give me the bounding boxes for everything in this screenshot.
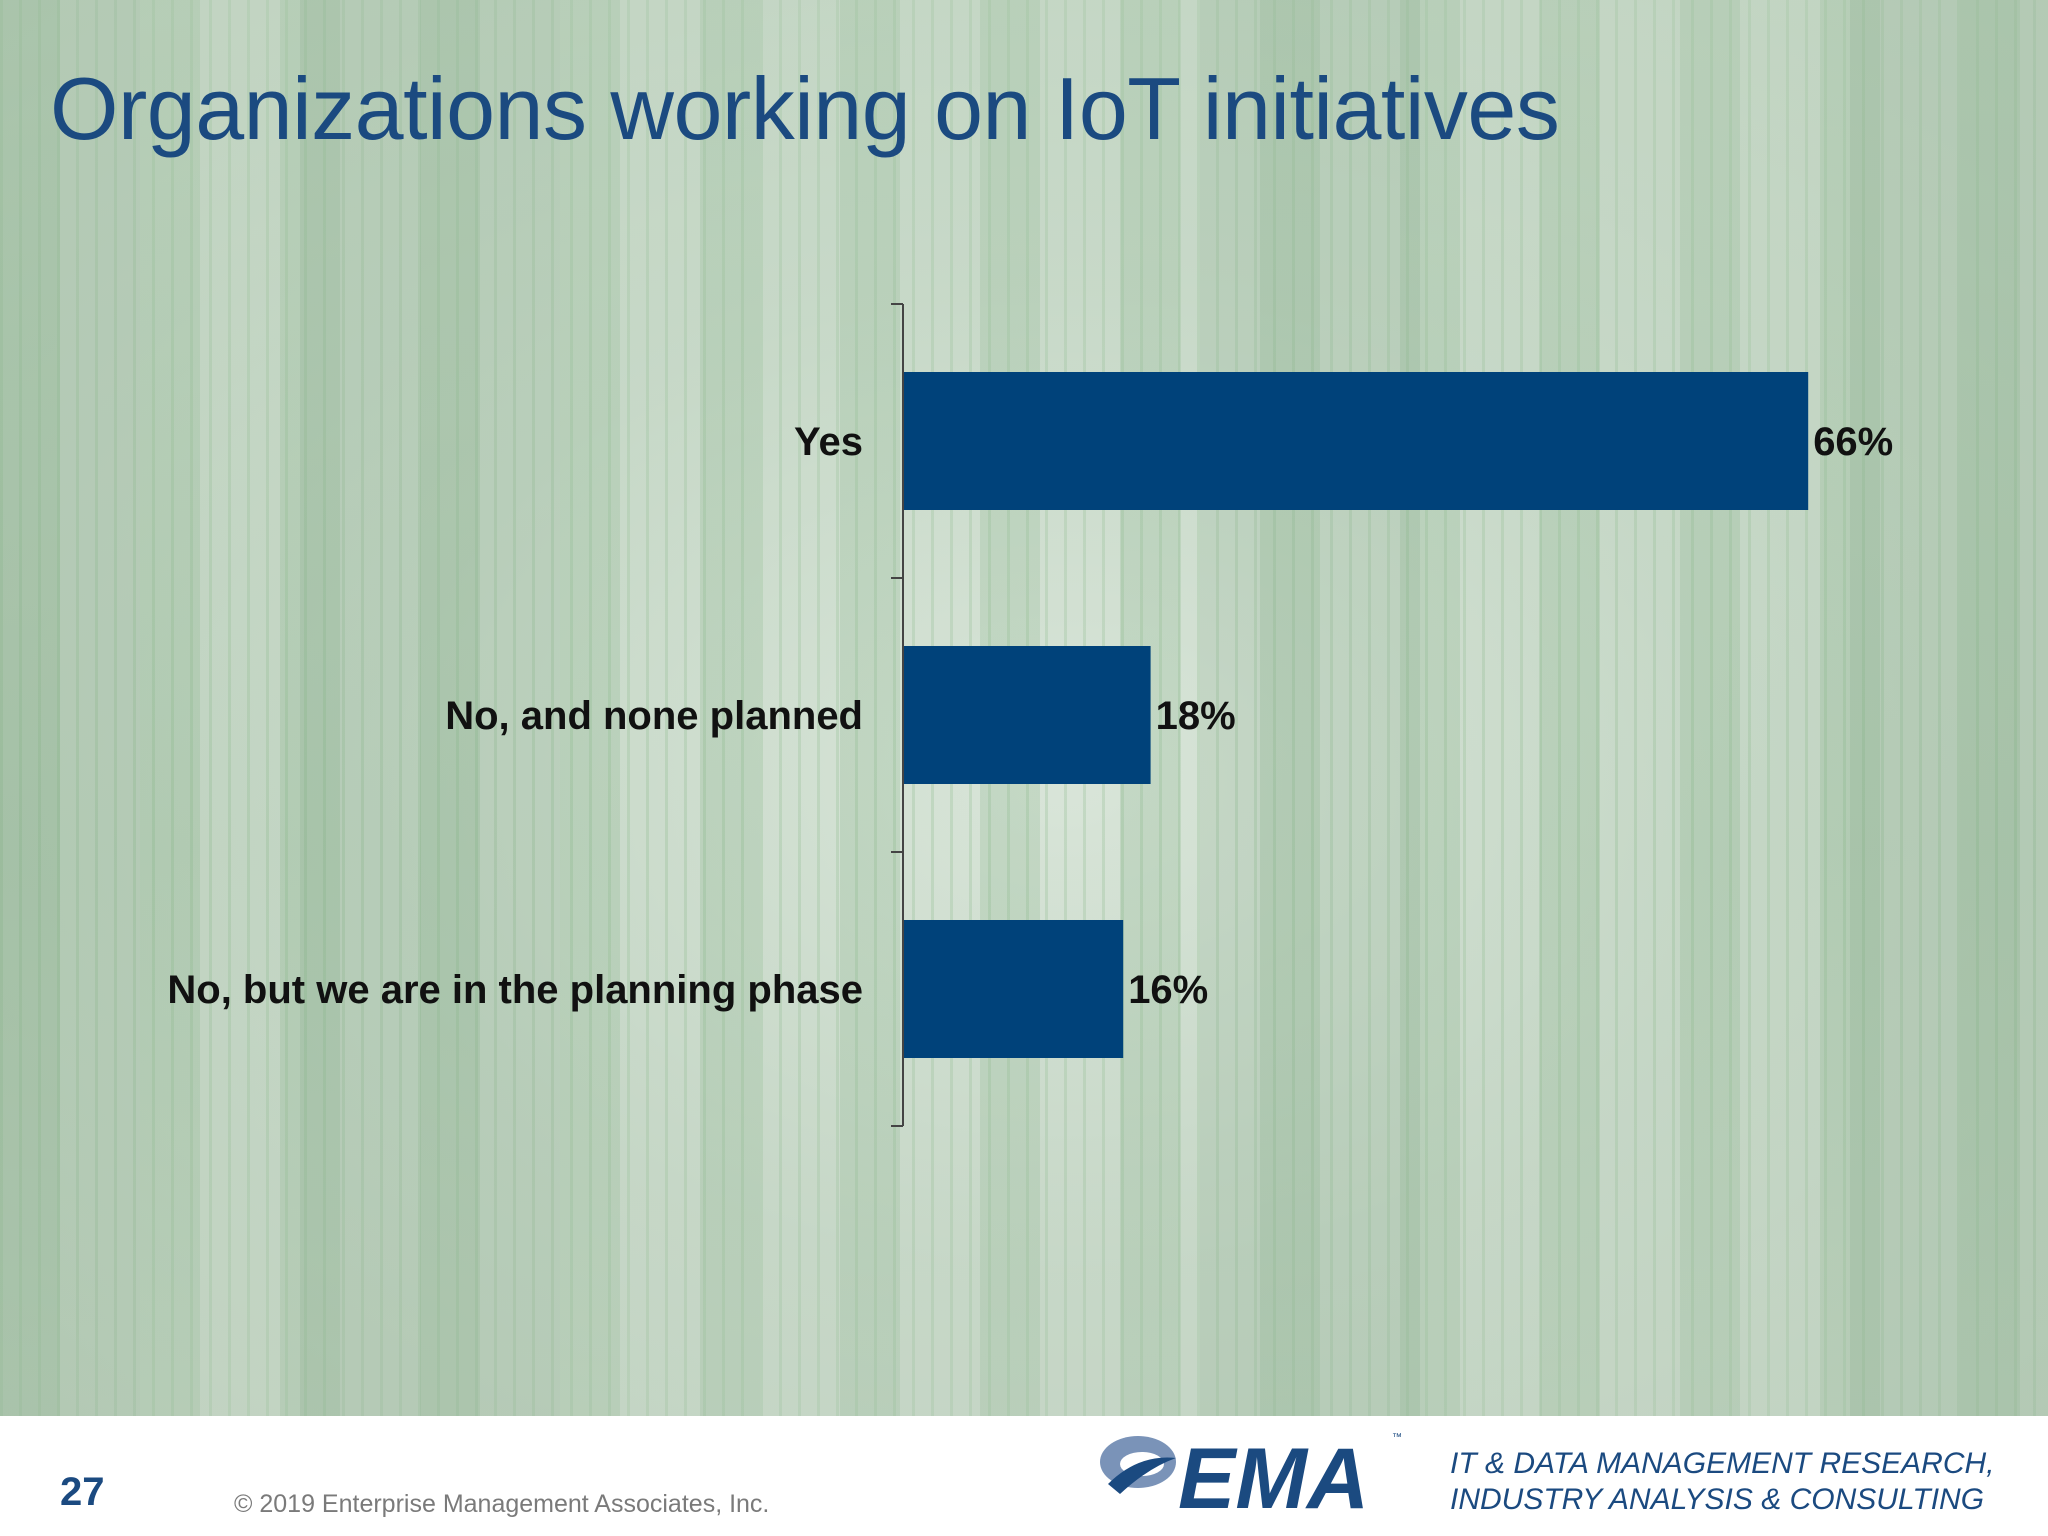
logo-text: EMA bbox=[1178, 1431, 1369, 1518]
value-label: 16% bbox=[1128, 968, 1208, 1012]
category-label: Yes bbox=[794, 420, 863, 464]
value-labels: 66% 18% 16% bbox=[1128, 420, 1893, 1012]
category-labels: Yes No, and none planned No, but we are in… bbox=[167, 420, 863, 1012]
slide-title: Organizations working on IoT initiatives bbox=[50, 59, 1560, 158]
category-label: No, and none planned bbox=[445, 694, 863, 738]
background-column bbox=[1850, 0, 2048, 1416]
page-number: 27 bbox=[60, 1470, 105, 1514]
bar bbox=[904, 646, 1151, 784]
value-label: 66% bbox=[1813, 420, 1893, 464]
background-column bbox=[300, 0, 560, 1416]
axis-ticks bbox=[891, 303, 903, 1127]
background-column bbox=[0, 0, 140, 1416]
background-column bbox=[1200, 0, 1420, 1416]
bars-group bbox=[904, 372, 1809, 1058]
copyright-notice: © 2019 Enterprise Management Associates,… bbox=[234, 1490, 770, 1518]
ema-logo: EMA ™ bbox=[1100, 1431, 1402, 1518]
tagline-line-2: INDUSTRY ANALYSIS & CONSULTING bbox=[1450, 1483, 1985, 1516]
trademark-mark: ™ bbox=[1392, 1432, 1402, 1443]
bar bbox=[904, 920, 1124, 1058]
category-label: No, but we are in the planning phase bbox=[167, 968, 863, 1012]
bar bbox=[904, 372, 1809, 510]
value-label: 18% bbox=[1156, 694, 1236, 738]
bar-chart: Yes No, and none planned No, but we are in… bbox=[167, 303, 1893, 1127]
tagline: IT & DATA MANAGEMENT RESEARCH, INDUSTRY … bbox=[1450, 1446, 1995, 1518]
footer-bar bbox=[0, 1416, 2048, 1536]
tagline-line-1: IT & DATA MANAGEMENT RESEARCH, bbox=[1450, 1447, 1995, 1480]
